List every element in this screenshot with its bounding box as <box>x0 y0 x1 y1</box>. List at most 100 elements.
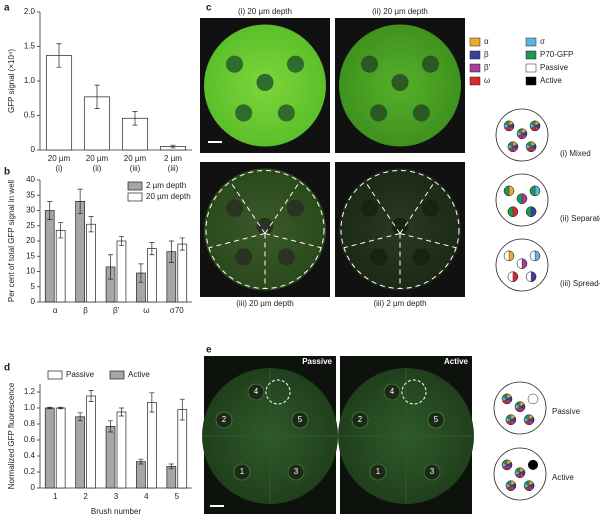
y-tick-label: 0.4 <box>24 451 36 460</box>
mini-well-edge <box>507 206 519 217</box>
x-tick-sublabel: (ii) <box>93 164 102 173</box>
error-bar <box>88 390 94 402</box>
x-tick-label: 20 µm <box>48 154 71 163</box>
error-bar <box>168 240 174 263</box>
well-number: 1 <box>240 467 245 476</box>
bar <box>166 466 177 489</box>
x-tick-label: 5 <box>175 492 180 501</box>
well <box>427 411 445 429</box>
well <box>370 104 388 122</box>
bar <box>121 117 149 151</box>
y-tick-label: 0.5 <box>24 111 36 120</box>
well <box>286 55 305 73</box>
mini-well <box>529 250 541 262</box>
well-number: 5 <box>434 415 439 424</box>
error-bar <box>132 111 138 126</box>
mini-well <box>516 258 528 269</box>
mini-well <box>503 120 515 132</box>
y-tick-label: 25 <box>26 221 35 230</box>
bar <box>55 407 66 489</box>
y-tick-label: 0 <box>31 145 36 154</box>
dash-line <box>264 233 322 249</box>
legend-label: 2 µm depth <box>146 181 186 190</box>
mini-well <box>516 128 528 139</box>
error-bar <box>58 406 64 410</box>
mini-well <box>523 414 535 425</box>
well <box>412 248 430 266</box>
mini-well-edge <box>501 459 513 471</box>
mini-well <box>501 393 513 405</box>
y-tick-label: 2.0 <box>24 7 36 16</box>
image-label: (iii) 2 µm depth <box>373 299 426 308</box>
legend-label: Active <box>128 370 150 379</box>
well <box>391 73 409 91</box>
mini-well-edge <box>516 258 528 269</box>
bar <box>75 201 85 303</box>
error-bar <box>118 407 124 417</box>
dash-line <box>208 233 266 249</box>
mini-well-edge <box>523 480 535 491</box>
error-bar <box>138 263 144 283</box>
legend-swatch <box>525 50 537 60</box>
error-bar <box>108 420 114 433</box>
mini-well-edge <box>505 414 517 425</box>
well-number: 1 <box>376 467 381 476</box>
mini-well-edge <box>525 271 537 282</box>
mini-well <box>516 193 528 204</box>
mini-well-edge <box>523 414 535 425</box>
y-tick-label: 30 <box>26 206 35 215</box>
x-tick-sublabel: (i) <box>55 164 62 173</box>
mini-well <box>507 206 519 217</box>
image-label: Active <box>444 357 469 366</box>
well <box>215 411 233 429</box>
error-bar <box>56 43 62 68</box>
error-bar <box>94 84 100 109</box>
image-label: (ii) 20 µm depth <box>372 7 428 16</box>
legend-swatch <box>469 50 481 60</box>
bar <box>105 426 116 489</box>
well <box>286 199 305 217</box>
x-tick-label: 3 <box>114 492 119 501</box>
well <box>225 199 244 217</box>
bar <box>116 240 127 303</box>
image-label: (iii) 20 µm depth <box>236 299 294 308</box>
legend-label: α <box>484 37 489 46</box>
dash-line <box>343 233 401 249</box>
y-tick-label: 0.6 <box>24 435 36 444</box>
bar <box>44 407 55 489</box>
y-tick-label: 0.2 <box>24 467 36 476</box>
legend-swatch <box>127 192 143 202</box>
mini-well <box>525 141 537 152</box>
x-tick-sublabel: (iii) <box>130 164 141 173</box>
panel-label: a <box>4 3 10 14</box>
well-number: 2 <box>358 415 363 424</box>
well <box>256 217 274 235</box>
error-bar <box>179 398 185 421</box>
legend-swatch <box>469 63 481 73</box>
mini-well-edge <box>516 128 528 139</box>
bar <box>86 223 96 303</box>
error-bar <box>168 463 174 470</box>
well <box>360 199 379 217</box>
legend-label: Passive <box>66 370 95 379</box>
well-number: 4 <box>254 387 259 396</box>
mini-well <box>505 414 517 425</box>
bar <box>44 210 55 303</box>
mini-well-edge <box>507 271 519 282</box>
well-number: 2 <box>222 415 227 424</box>
mini-well <box>503 185 515 197</box>
bar <box>86 395 96 489</box>
bar <box>75 416 85 489</box>
legend-swatch <box>47 370 63 380</box>
well <box>233 463 251 481</box>
mini-well-edge <box>525 206 537 217</box>
x-axis-label: Brush number <box>91 507 142 516</box>
legend-label: β <box>484 50 489 59</box>
y-tick-label: 0 <box>31 483 36 492</box>
mini-well <box>503 250 515 262</box>
x-tick-label: 20 µm <box>86 154 109 163</box>
y-tick-label: 1.5 <box>24 42 36 51</box>
legend-label: Active <box>540 76 562 85</box>
bar <box>116 411 127 489</box>
error-bar <box>47 406 53 410</box>
